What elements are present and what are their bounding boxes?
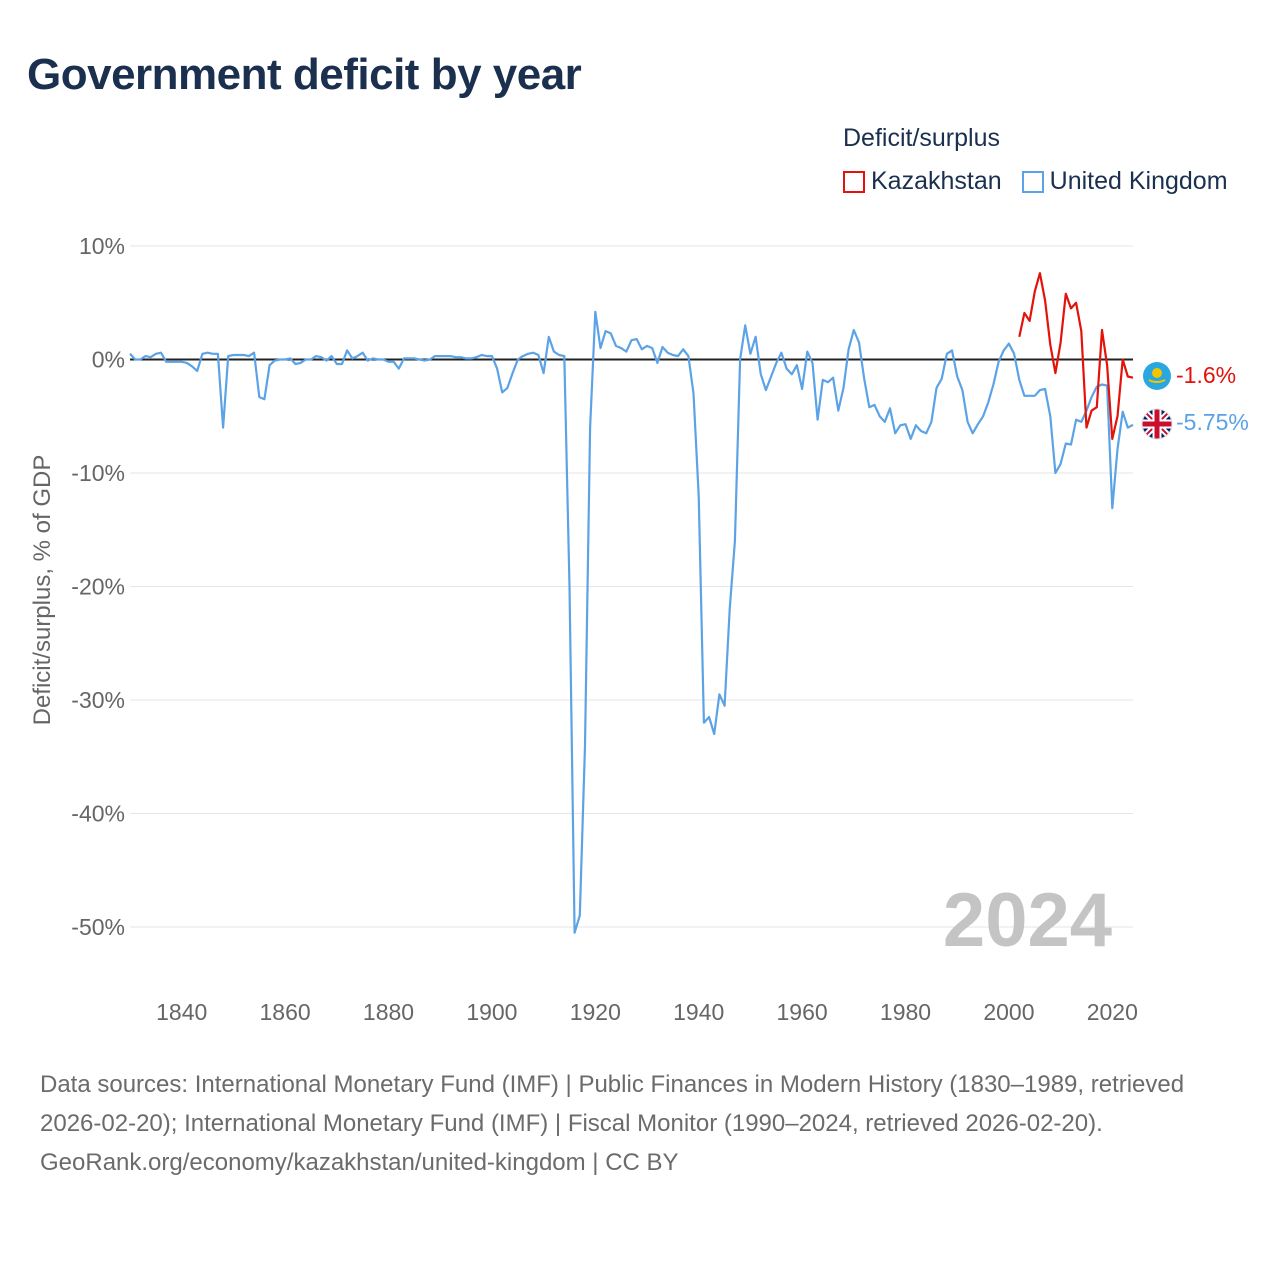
y-tick-label: -40% (71, 801, 125, 827)
credit-link[interactable]: GeoRank.org/economy/kazakhstan/united-ki… (40, 1149, 679, 1176)
series-line-kazakhstan[interactable] (1018, 272, 1134, 440)
y-axis-label: Deficit/surplus, % of GDP (29, 455, 56, 726)
legend-item-united-kingdom[interactable]: United Kingdom (1021, 167, 1228, 196)
legend-item-kazakhstan[interactable]: Kazakhstan (843, 167, 1002, 196)
legend: Deficit/surplus Kazakhstan United Kingdo… (843, 124, 1228, 196)
y-tick-label: -30% (71, 687, 125, 713)
chart-title: Government deficit by year (27, 50, 582, 99)
x-tick-label: 1920 (570, 999, 621, 1025)
x-tick-label: 1860 (260, 999, 311, 1025)
x-tick-label: 2020 (1087, 999, 1138, 1025)
x-tick-label: 1840 (156, 999, 207, 1025)
x-axis: 1840 1860 1880 1900 1920 1940 1960 1980 2000 2020 (156, 999, 1138, 1025)
series-layer (129, 272, 1134, 934)
year-watermark: 2024 (943, 878, 1112, 963)
x-tick-label: 2000 (983, 999, 1034, 1025)
kazakhstan-flag-icon (1143, 362, 1171, 390)
chart-area: 10% 0% -10% -20% -30% -40% -50% 1840 1860 1880 19… (29, 233, 1249, 1025)
data-sources: Data sources: International Monetary Fun… (40, 1071, 1185, 1137)
series-line-united-kingdom[interactable] (129, 310, 1134, 934)
legend-swatch-kazakhstan (843, 170, 865, 193)
x-tick-label: 1960 (777, 999, 828, 1025)
legend-swatch-united-kingdom (1021, 170, 1044, 193)
legend-label-united-kingdom: United Kingdom (1049, 167, 1228, 195)
gridlines (130, 245, 1133, 928)
y-tick-label: -50% (71, 914, 125, 940)
y-tick-label: -10% (71, 460, 125, 486)
y-tick-label: 10% (79, 233, 125, 259)
y-tick-label: -20% (71, 574, 125, 600)
kazakhstan-end-label: -1.6% (1176, 362, 1236, 388)
footer: Data sources: International Monetary Fun… (40, 1065, 1240, 1182)
x-tick-label: 1940 (673, 999, 724, 1025)
united-kingdom-flag-icon (1142, 409, 1172, 439)
united-kingdom-end-label: -5.75% (1176, 409, 1249, 435)
x-tick-label: 1980 (880, 999, 931, 1025)
legend-title: Deficit/surplus (843, 124, 1000, 152)
legend-label-kazakhstan: Kazakhstan (871, 167, 1002, 195)
x-tick-label: 1880 (363, 999, 414, 1025)
x-tick-label: 1900 (466, 999, 517, 1025)
y-tick-label: 0% (92, 347, 125, 373)
y-axis: 10% 0% -10% -20% -30% -40% -50% (71, 233, 125, 940)
